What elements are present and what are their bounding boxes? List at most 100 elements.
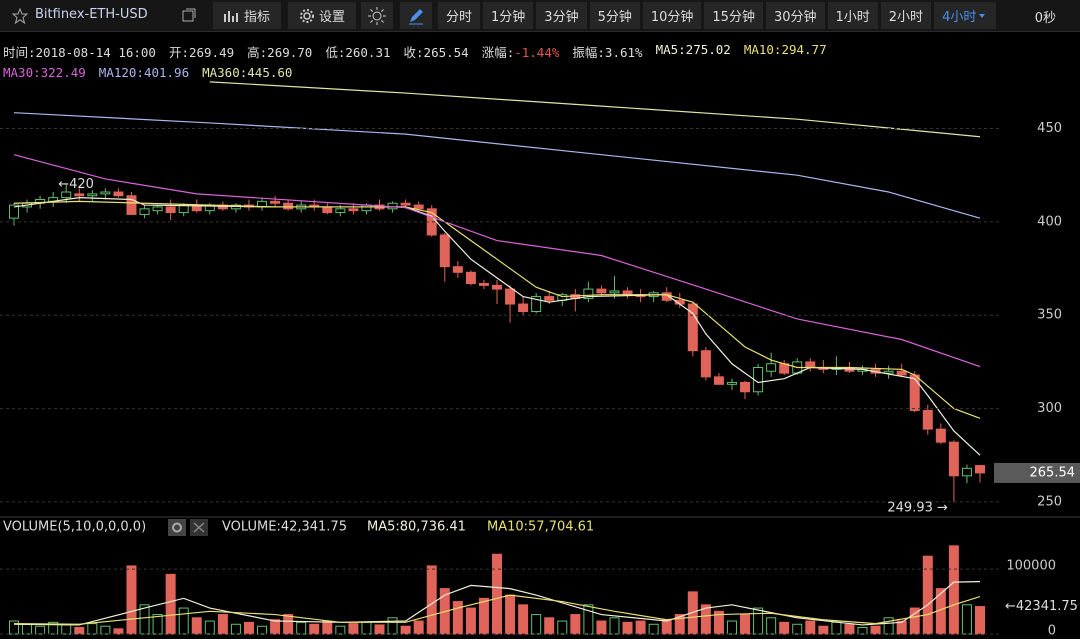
candle-body — [9, 204, 19, 219]
candle-body — [713, 376, 724, 385]
info-label: 开: — [168, 45, 189, 60]
info-value: 269.70 — [267, 45, 313, 60]
interval-label: 1小时 — [835, 10, 870, 25]
info-value: 265.54 — [423, 45, 469, 60]
volume-bar — [713, 610, 724, 635]
volume-bar — [661, 619, 672, 635]
interval-button[interactable]: 10分钟 — [642, 2, 702, 29]
candle-body — [909, 374, 920, 411]
info-item: 时间:2018-08-14 16:00 — [3, 42, 156, 61]
volume-bar — [518, 604, 529, 635]
candle-body — [126, 195, 137, 215]
volume-bar — [766, 617, 777, 635]
settings-icon[interactable] — [168, 519, 186, 536]
volume-bar — [557, 620, 568, 635]
candle-body — [87, 193, 98, 197]
info-row: 时间:2018-08-14 16:00 开:269.49 高:269.70 低:260… — [3, 42, 827, 61]
volume-bar — [635, 620, 646, 635]
candle-body — [465, 271, 476, 284]
dropdown-caret — [979, 13, 986, 18]
interval-button[interactable]: 5分钟 — [589, 2, 640, 29]
volume-bar — [700, 604, 711, 635]
volume-bar — [335, 625, 346, 635]
info-item: 低:260.31 — [325, 42, 390, 61]
legend-entry: MA10:294.77 — [743, 42, 827, 57]
ma-row: MA30:322.49 MA120:401.96 MA360:445.60 — [3, 65, 292, 80]
volume-bar — [61, 624, 72, 635]
interval-bar: 分时 1分钟 3分钟 5分钟 10分钟 15分钟 30分钟 1小时 2小时 4小时 — [438, 2, 997, 29]
volume-bar — [648, 623, 659, 635]
info-item: 涨幅:-1.44% — [482, 42, 560, 61]
candle-body — [896, 370, 907, 376]
y-tick-label: 350 — [1037, 308, 1062, 323]
info-item: 收:265.54 — [404, 42, 469, 61]
volume-bar — [309, 623, 320, 635]
candle-body — [478, 282, 489, 286]
theme-button[interactable] — [361, 2, 393, 29]
interval-button[interactable]: 1分钟 — [483, 2, 534, 29]
volume-bar — [818, 625, 829, 635]
interval-label: 3分钟 — [544, 10, 579, 25]
volume-readout: VOLUME:42,341.75 — [222, 520, 347, 535]
interval-button[interactable]: 2小时 — [880, 2, 932, 29]
volume-bar — [622, 621, 633, 635]
draw-button[interactable] — [400, 2, 432, 29]
interval-label: 10分钟 — [650, 10, 694, 25]
volume-bar — [322, 620, 333, 635]
info-label: 涨幅: — [481, 45, 515, 60]
candle-body — [596, 288, 607, 294]
candle-body — [335, 208, 346, 214]
interval-button[interactable]: 15分钟 — [704, 2, 763, 29]
volume-bar — [831, 621, 842, 635]
volume-bar — [726, 620, 737, 635]
interval-button[interactable]: 分时 — [438, 2, 481, 29]
candle-body — [805, 361, 816, 369]
star-icon[interactable] — [12, 8, 28, 24]
volume-bar — [74, 627, 85, 635]
candle-body — [505, 288, 516, 305]
interval-button[interactable]: 30分钟 — [765, 2, 825, 29]
candle-body — [766, 363, 777, 372]
volume-bar — [178, 607, 189, 635]
interval-button[interactable]: 1小时 — [827, 2, 878, 29]
volume-bar — [531, 614, 542, 635]
toolbar-button[interactable]: 指标 — [213, 2, 281, 29]
volume-bar — [348, 623, 359, 635]
volume-bar — [152, 614, 163, 635]
candle-body — [348, 208, 359, 212]
info-value: -1.44% — [514, 45, 560, 60]
volume-bar — [792, 623, 803, 635]
candle-body — [439, 234, 450, 268]
volume-bar — [452, 601, 463, 635]
interval-button[interactable]: 4小时 — [934, 2, 997, 29]
toolbar-button[interactable]: 设置 — [288, 2, 356, 29]
volume-bar — [857, 627, 868, 635]
candle-body — [492, 284, 502, 290]
close-glyph — [193, 522, 205, 533]
volume-bar — [35, 625, 46, 635]
candle-body — [975, 465, 985, 474]
candle-body — [935, 428, 946, 443]
volume-bar — [165, 573, 176, 635]
symbol[interactable]: Bitfinex-ETH-USD — [35, 7, 148, 22]
candle-body — [322, 206, 333, 214]
volume-bar — [9, 620, 19, 635]
candle-body — [452, 266, 463, 273]
interval-label: 15分钟 — [712, 10, 755, 25]
candle-body — [74, 193, 85, 197]
volume-bar — [87, 623, 98, 635]
volume-bar — [961, 604, 972, 635]
candle-body — [165, 206, 176, 214]
candle-body — [270, 200, 281, 204]
y-tick-label: 300 — [1037, 401, 1062, 416]
copy-icon[interactable] — [182, 8, 196, 22]
interval-label: 5分钟 — [597, 10, 632, 25]
volume-bar — [204, 620, 215, 635]
ma-line — [209, 81, 981, 138]
volume-bar — [478, 597, 489, 635]
volume-bar — [492, 553, 502, 635]
volume-bar — [505, 594, 516, 635]
button-label: 指标 — [243, 10, 270, 25]
interval-button[interactable]: 3分钟 — [536, 2, 587, 29]
